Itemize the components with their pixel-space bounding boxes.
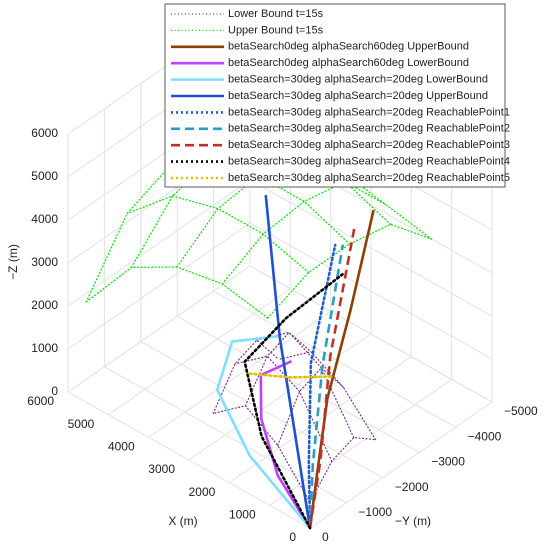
z-axis-label: −Z (m) (6, 244, 20, 280)
legend-label: betaSearch=30deg alphaSearch=20deg Lower… (228, 74, 488, 86)
y-tick-label: −2000 (395, 480, 429, 494)
legend-label: betaSearch=30deg alphaSearch=20deg Reach… (228, 172, 510, 184)
surface-row (309, 436, 377, 503)
grid-line (309, 401, 493, 529)
grid-line (249, 265, 493, 403)
x-tick-label: 3000 (148, 462, 175, 476)
surface-row (244, 331, 312, 407)
trajectory (307, 243, 337, 530)
legend-label: betaSearch=30deg alphaSearch=20deg Reach… (228, 156, 510, 168)
surface-col (212, 405, 311, 503)
surface-row (267, 223, 433, 319)
x-tick-label: 6000 (27, 394, 54, 408)
grid-line (108, 288, 291, 416)
surface-col (278, 351, 377, 441)
z-tick-label: 0 (51, 384, 58, 398)
surface-row (212, 339, 280, 414)
surface-col (85, 266, 269, 319)
grid-line (67, 265, 251, 393)
trajectory (215, 334, 311, 529)
z-tick-label: 4000 (31, 212, 58, 226)
z-tick-label: 6000 (31, 126, 58, 140)
grid-line (188, 333, 372, 461)
z-tick-label: 1000 (31, 341, 58, 355)
legend-label: betaSearch=30deg alphaSearch=20deg Reach… (228, 106, 510, 118)
x-tick-label: 1000 (229, 508, 256, 522)
y-tick-label: −1000 (358, 505, 392, 519)
legend-label: betaSearch=30deg alphaSearch=20deg Reach… (228, 123, 510, 135)
z-tick-label: 3000 (31, 255, 58, 269)
y-tick-label: −4000 (468, 429, 502, 443)
surface-col (126, 195, 310, 274)
trajectory (308, 228, 356, 529)
trajectory (264, 195, 312, 529)
z-tick-label: 5000 (31, 169, 58, 183)
plot-area (85, 138, 433, 530)
grid-line (67, 391, 311, 529)
x-tick-label: 5000 (68, 417, 95, 431)
x-tick-label: 4000 (108, 440, 135, 454)
grid-line (229, 356, 412, 484)
legend-label: betaSearch0deg alphaSearch60deg UpperBou… (228, 41, 469, 53)
grid-line (67, 179, 251, 307)
legend-label: betaSearch=30deg alphaSearch=20deg Upper… (228, 90, 488, 102)
legend-label: betaSearch0deg alphaSearch60deg LowerBou… (228, 57, 469, 69)
x-tick-label: 0 (289, 530, 296, 544)
y-axis-label: −Y (m) (395, 514, 431, 528)
legend-label: betaSearch=30deg alphaSearch=20deg Reach… (228, 139, 510, 151)
y-tick-label: −3000 (431, 455, 465, 469)
grid-line (213, 290, 456, 428)
y-tick-label: −5000 (504, 404, 538, 418)
z-tick-label: 2000 (31, 298, 58, 312)
x-axis-label: X (m) (168, 514, 197, 528)
trajectory (243, 273, 344, 530)
trajectory (308, 244, 345, 529)
legend-label: Upper Bound t=15s (228, 24, 324, 36)
surface-row (221, 180, 387, 285)
grid-line (67, 222, 251, 350)
grid-line (148, 310, 331, 438)
trajectory (248, 372, 333, 379)
x-tick-label: 2000 (189, 485, 216, 499)
trajectory (259, 360, 312, 529)
grid-line (176, 315, 420, 453)
grid-line (104, 366, 347, 504)
legend: Lower Bound t=15s Upper Bound t=15s betaSe… (164, 3, 510, 188)
y-tick-label: 0 (322, 530, 329, 544)
legend-label: Lower Bound t=15s (228, 8, 324, 20)
